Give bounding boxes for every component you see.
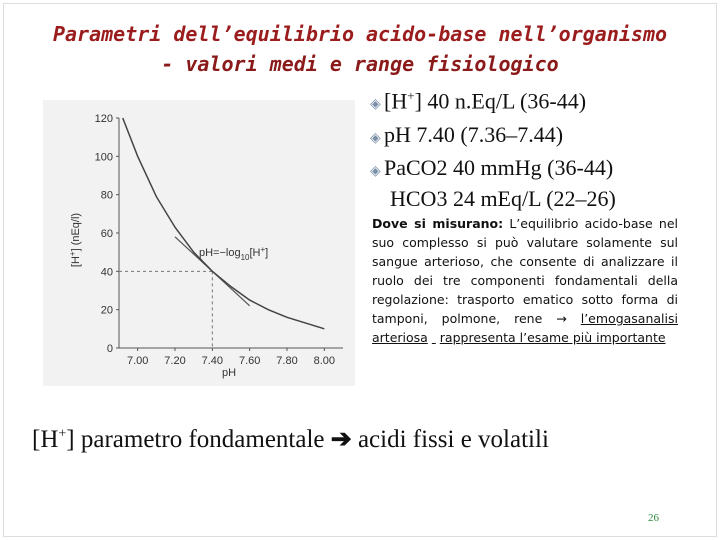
- sup: +: [407, 88, 415, 103]
- bullet-icon: ◈: [370, 164, 381, 179]
- note-underlined: l’emogasanalisi arteriosa: [372, 311, 678, 345]
- bullet-icon: ◈: [370, 97, 381, 113]
- page-number: 26: [648, 512, 659, 524]
- text: ] parametro fondamentale: [66, 426, 325, 453]
- x-axis-label: pH: [222, 367, 236, 379]
- text: [H: [32, 426, 59, 453]
- text: pH 7.40 (7.36–7.44): [384, 122, 564, 147]
- x-tick-label: 7.80: [276, 355, 297, 367]
- bullet-icon: ◈: [370, 131, 381, 146]
- title-line: - valori medi e range fisiologico: [161, 52, 559, 76]
- annotation: pH=−log10[H+]: [199, 245, 268, 262]
- text: [H: [70, 256, 82, 267]
- text: [H: [250, 247, 261, 259]
- arrow: →: [556, 311, 567, 326]
- curve: [122, 117, 325, 330]
- text: +: [261, 245, 266, 254]
- x-tick-label: 7.60: [239, 355, 260, 367]
- title-line: Parametri dell’equilibrio acido-base nel…: [52, 22, 668, 46]
- bullet: ◈ [H+] 40 n.Eq/L (36-44): [370, 88, 586, 114]
- text: 10: [241, 253, 250, 262]
- x-tick-label: 7.40: [202, 355, 223, 367]
- text: ] 40 n.Eq/L (36-44): [414, 88, 587, 114]
- slide-border: [3, 3, 717, 537]
- text: [H: [384, 88, 408, 114]
- text: +: [58, 426, 67, 442]
- y-tick-label: 0: [107, 343, 113, 355]
- y-tick-label: 60: [101, 228, 113, 240]
- note-underlined: rappresenta l’esame più importante: [439, 330, 666, 345]
- text: ]: [265, 247, 268, 259]
- y-axis-label: [H+] (nEq/l): [68, 213, 82, 267]
- arrow: ➔: [330, 426, 352, 453]
- note: Dove si misurano: L’equilibrio acido-bas…: [372, 214, 678, 347]
- note-text: L’equilibrio acido-base nel suo compless…: [372, 216, 678, 326]
- chart-background: [43, 100, 355, 386]
- y-tick-label: 120: [95, 113, 113, 125]
- chart: [H+] (nEq/l) pH pH=−log10[H+] 0204060801…: [43, 100, 355, 386]
- text: +: [68, 251, 77, 256]
- x-tick-label: 7.20: [164, 355, 185, 367]
- y-tick-label: 20: [101, 305, 113, 317]
- text: ] (nEq/l): [70, 213, 82, 252]
- bullet: ◈ pH 7.40 (7.36–7.44): [370, 122, 563, 148]
- text: acidi fissi e volatili: [357, 426, 549, 453]
- note-label: Dove si misurano:: [372, 216, 504, 231]
- text: pH=−log: [199, 247, 241, 259]
- bullet: ◈ PaCO2 40 mmHg (36-44): [370, 155, 613, 181]
- text: PaCO2 40 mmHg (36-44): [384, 155, 614, 180]
- x-tick-label: 8.00: [314, 355, 335, 367]
- x-tick-label: 7.00: [127, 355, 148, 367]
- footer: [H+] parametro fondamentale ➔ acidi fiss…: [32, 424, 549, 454]
- bullet-continuation: HCO3 24 mEq/L (22–26): [390, 186, 616, 211]
- y-tick-label: 100: [95, 151, 113, 163]
- y-tick-label: 40: [101, 266, 113, 278]
- y-tick-label: 80: [101, 190, 113, 202]
